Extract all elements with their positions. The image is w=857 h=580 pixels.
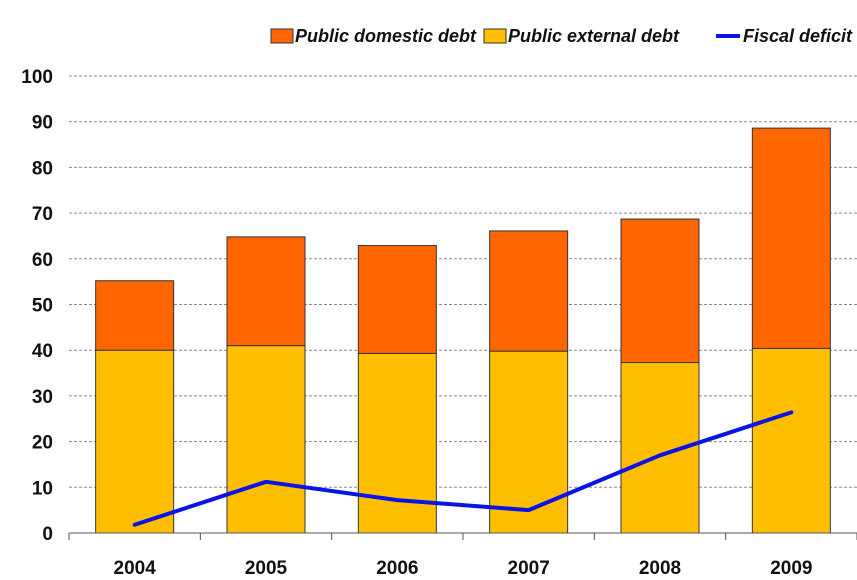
y-tick-label-50: 50 xyxy=(32,296,53,317)
bar-public-external-debt-2007 xyxy=(489,350,569,534)
legend-label-fiscal-deficit: Fiscal deficit xyxy=(743,26,853,46)
legend: Public domestic debt Public external deb… xyxy=(270,26,853,46)
bar-public-external-debt-2005 xyxy=(226,345,306,534)
legend-swatch-public-domestic-debt xyxy=(270,28,294,44)
legend-swatch-public-external-debt xyxy=(483,28,507,44)
line-fiscal-deficit xyxy=(132,410,794,527)
gridlines xyxy=(69,75,857,488)
bar-public-domestic-debt-2008 xyxy=(620,218,700,364)
y-tick-label-0: 0 xyxy=(42,524,53,545)
legend-label-public-external-debt: Public external debt xyxy=(508,26,680,46)
legend-label-public-domestic-debt: Public domestic debt xyxy=(295,26,477,46)
y-tick-label-30: 30 xyxy=(32,387,53,408)
bar-public-domestic-debt-2005 xyxy=(226,236,306,347)
bar-public-external-debt-2009 xyxy=(751,347,831,534)
y-tick-label-80: 80 xyxy=(32,158,53,179)
x-tick-label-2007: 2007 xyxy=(508,558,550,579)
x-tick-label-2005: 2005 xyxy=(245,558,288,579)
bar-series xyxy=(95,127,831,534)
bar-public-external-debt-2006 xyxy=(357,352,437,534)
y-tick-labels: 0 10 20 30 40 50 60 70 80 90 100 xyxy=(21,67,53,545)
y-tick-label-60: 60 xyxy=(32,250,53,271)
axes xyxy=(68,532,857,540)
x-tick-label-2004: 2004 xyxy=(114,558,157,579)
line-series xyxy=(132,410,794,527)
bar-public-domestic-debt-2007 xyxy=(489,230,569,352)
x-tick-label-2008: 2008 xyxy=(639,558,681,579)
y-tick-label-70: 70 xyxy=(32,204,53,225)
bar-public-domestic-debt-2009 xyxy=(751,127,831,349)
y-tick-label-100: 100 xyxy=(21,67,53,88)
y-tick-label-20: 20 xyxy=(32,433,53,454)
y-tick-label-90: 90 xyxy=(32,113,53,134)
bar-public-domestic-debt-2004 xyxy=(95,280,175,351)
bar-public-external-debt-2004 xyxy=(95,349,175,534)
x-tick-label-2006: 2006 xyxy=(376,558,418,579)
x-tick-label-2009: 2009 xyxy=(770,558,812,579)
bar-public-domestic-debt-2006 xyxy=(357,245,437,354)
y-tick-label-40: 40 xyxy=(32,341,53,362)
x-tick-labels: 2004 2005 2006 2007 2008 2009 xyxy=(114,558,813,579)
y-tick-label-10: 10 xyxy=(32,478,53,499)
